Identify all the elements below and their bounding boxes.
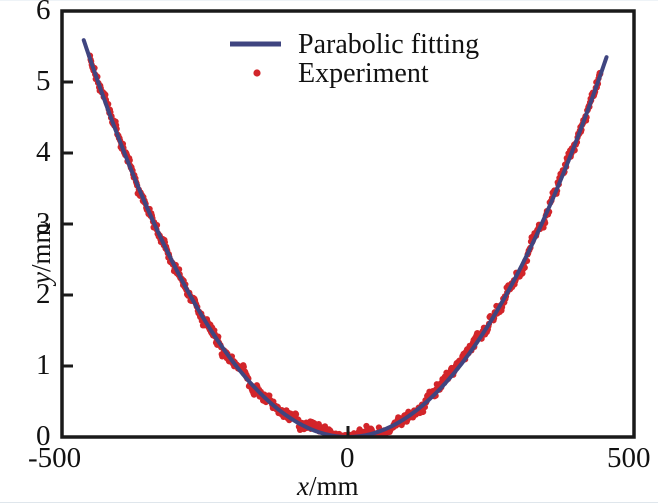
- x-tick-label-neg500: -500: [28, 442, 82, 474]
- legend-dot-sample: [253, 69, 261, 77]
- legend-label-parabolic-fitting: Parabolic fitting: [298, 29, 480, 60]
- y-axis-title: y/mm: [26, 223, 57, 285]
- x-tick-label-0: 0: [340, 442, 355, 474]
- y-tick-label-0: 0: [36, 420, 51, 452]
- y-tick-label-5: 5: [36, 65, 51, 97]
- y-tick-label-4: 4: [36, 136, 51, 168]
- y-tick-label-1: 1: [36, 349, 51, 381]
- x-axis-title: x/mm: [297, 471, 359, 502]
- y-tick-label-6: 6: [36, 0, 51, 26]
- y-tick-label-3: 3: [36, 207, 51, 239]
- y-tick-label-2: 2: [36, 278, 51, 310]
- x-axis-title-variable: x: [297, 471, 309, 501]
- y-axis-title-variable: y: [26, 272, 56, 284]
- y-axis-ticks: [62, 80, 73, 368]
- legend-label-experiment: Experiment: [298, 58, 429, 89]
- y-axis-title-unit: /mm: [26, 222, 56, 273]
- x-tick-label-500: 500: [607, 442, 651, 474]
- x-axis-title-unit: /mm: [308, 471, 359, 501]
